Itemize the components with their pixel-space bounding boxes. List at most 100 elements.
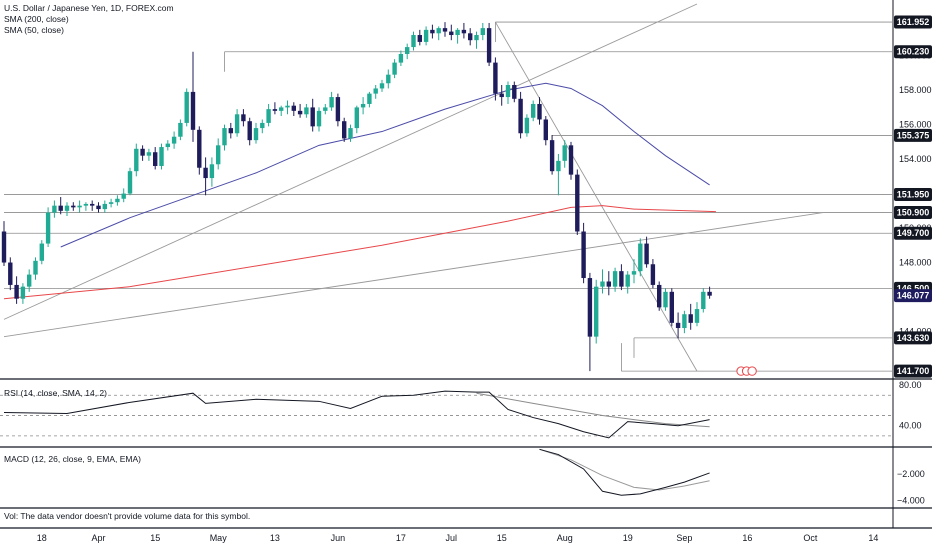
price-tag-label: 151.950 — [897, 189, 930, 199]
price-tag: 161.952 — [894, 15, 932, 29]
candle-body — [310, 107, 315, 127]
candle-body — [644, 243, 649, 265]
sma200-label[interactable]: SMA (200, close) — [4, 14, 69, 24]
candle-body — [373, 88, 378, 94]
price-tag-label: 143.630 — [897, 333, 930, 343]
candle-body — [20, 286, 26, 299]
candle-body — [197, 129, 202, 168]
candle-body — [461, 29, 467, 34]
candle-body — [184, 91, 189, 123]
candle-body — [581, 231, 586, 279]
candle-body — [178, 122, 183, 137]
candle-body — [612, 271, 618, 287]
price-tag: 160.230 — [894, 45, 932, 59]
candle-body — [486, 28, 492, 63]
candle-body — [121, 193, 126, 199]
candle-body — [537, 103, 542, 120]
candle-body — [77, 205, 82, 208]
price-tag-box — [894, 45, 932, 59]
candle-body — [619, 271, 624, 287]
price-tag-label: 141.700 — [897, 366, 930, 376]
time-tick-label: 13 — [270, 533, 280, 543]
candle-body — [442, 28, 448, 32]
candle-body — [323, 107, 328, 111]
candle-body — [354, 107, 359, 129]
price-tag-box — [894, 331, 932, 345]
candle-body — [701, 291, 706, 310]
price-tag-label: 146.077 — [897, 291, 930, 301]
candle-body — [228, 128, 233, 134]
candle-body — [638, 243, 643, 272]
price-tag-label: 150.900 — [897, 208, 930, 218]
candle-body — [127, 171, 133, 194]
price-tag: 151.950 — [894, 187, 932, 201]
candle-body — [543, 119, 548, 141]
price-tick-label: 148.000 — [899, 258, 932, 268]
macd-label[interactable]: MACD (12, 26, close, 9, EMA, EMA) — [4, 454, 141, 464]
candle-body — [549, 140, 555, 172]
time-tick-label: 15 — [497, 533, 507, 543]
candle-body — [316, 110, 322, 127]
rsi-label[interactable]: RSI (14, close, SMA, 14, 2) — [4, 388, 107, 398]
candle-body — [518, 98, 523, 134]
macd-signal-line — [539, 448, 710, 491]
candle-body — [304, 107, 309, 115]
candle-body — [171, 136, 177, 144]
candle-body — [367, 93, 372, 104]
price-tag-label: 149.700 — [897, 228, 930, 238]
rsi-ma-line — [476, 392, 710, 428]
price-tag-box — [894, 364, 932, 378]
time-tick-label: 18 — [37, 533, 47, 543]
time-tick-label: Jun — [331, 533, 346, 543]
candle-body — [575, 174, 580, 232]
price-tag: 149.700 — [894, 226, 932, 240]
candle-body — [115, 198, 120, 203]
candle-body — [279, 107, 284, 111]
candle-body — [688, 314, 693, 323]
candle-body — [102, 203, 107, 210]
price-tag-box — [894, 226, 932, 240]
candle-body — [568, 145, 574, 175]
candle-body — [216, 145, 221, 165]
candle-body — [468, 33, 473, 41]
candle-body — [33, 260, 38, 275]
candle-body — [134, 148, 139, 172]
candle-body — [423, 29, 429, 42]
candle-body — [398, 53, 404, 63]
sma50-label[interactable]: SMA (50, close) — [4, 25, 64, 35]
candle-body — [222, 128, 227, 146]
candle-body — [146, 152, 152, 156]
price-tag-box — [894, 206, 932, 220]
macd-tick-label: −2.000 — [897, 469, 925, 479]
candle-body — [108, 202, 114, 204]
candle-body — [430, 29, 435, 34]
candle-body — [71, 205, 76, 208]
candle-body — [260, 122, 265, 129]
time-tick-label: 16 — [742, 533, 752, 543]
candle-body — [524, 117, 530, 134]
candle-body — [512, 85, 517, 99]
rsi-tick-label: 40.00 — [899, 421, 922, 431]
time-tick-label: 19 — [623, 533, 633, 543]
candle-body — [449, 31, 454, 36]
price-tick-label: 156.000 — [899, 120, 932, 130]
candle-body — [411, 35, 416, 48]
price-tick-label: 158.000 — [899, 85, 932, 95]
price-tag: 141.700 — [894, 364, 932, 378]
candle-body — [669, 291, 674, 323]
candle-body — [505, 85, 511, 98]
price-tag: 146.077 — [894, 289, 932, 303]
candle-body — [45, 212, 51, 244]
candle-body — [650, 264, 656, 285]
candle-body — [203, 167, 208, 179]
candle-body — [190, 91, 196, 130]
us-event-flag-icon — [747, 366, 757, 376]
price-tick-label: 154.000 — [899, 154, 932, 164]
candle-body — [594, 286, 599, 337]
sma200-line — [3, 205, 716, 300]
candle-body — [657, 284, 662, 308]
candle-body — [1, 231, 7, 263]
symbol-title[interactable]: U.S. Dollar / Japanese Yen, 1D, FOREX.co… — [4, 3, 174, 13]
candle-body — [140, 148, 145, 156]
